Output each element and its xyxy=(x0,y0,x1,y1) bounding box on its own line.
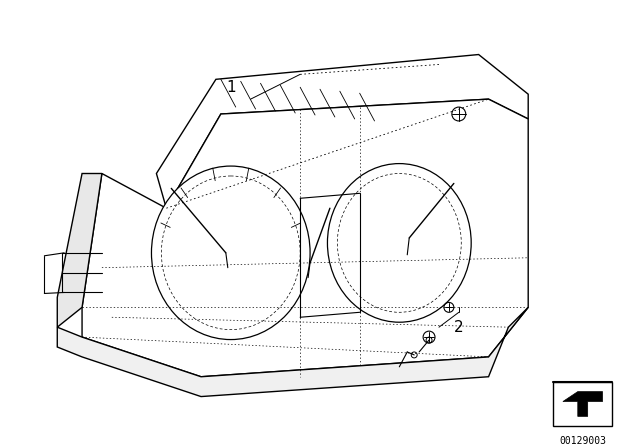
Polygon shape xyxy=(156,55,528,208)
Ellipse shape xyxy=(328,164,471,322)
Text: 1: 1 xyxy=(226,80,236,95)
Polygon shape xyxy=(82,99,528,377)
Ellipse shape xyxy=(152,166,310,340)
Polygon shape xyxy=(563,392,602,416)
Polygon shape xyxy=(57,173,102,327)
Bar xyxy=(553,382,612,426)
Text: 2: 2 xyxy=(454,320,463,335)
Polygon shape xyxy=(57,307,528,396)
Text: 00129003: 00129003 xyxy=(559,436,606,446)
